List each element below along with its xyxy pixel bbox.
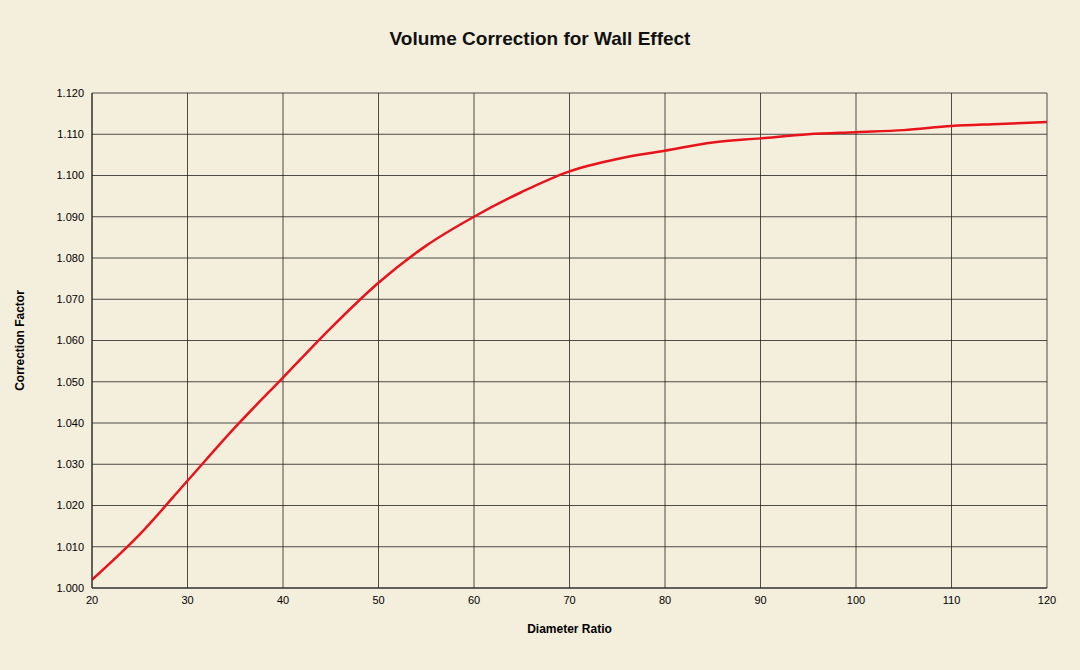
- svg-text:1.000: 1.000: [56, 582, 84, 594]
- svg-text:50: 50: [372, 594, 384, 606]
- svg-text:1.080: 1.080: [56, 252, 84, 264]
- svg-text:Correction Factor: Correction Factor: [13, 290, 27, 391]
- svg-text:1.100: 1.100: [56, 169, 84, 181]
- svg-text:110: 110: [943, 594, 961, 606]
- svg-text:90: 90: [754, 594, 766, 606]
- svg-text:60: 60: [468, 594, 480, 606]
- svg-text:80: 80: [659, 594, 671, 606]
- svg-text:120: 120: [1038, 594, 1056, 606]
- svg-text:1.010: 1.010: [56, 541, 84, 553]
- svg-text:1.110: 1.110: [57, 128, 84, 140]
- svg-text:70: 70: [563, 594, 575, 606]
- svg-text:Diameter Ratio: Diameter Ratio: [527, 622, 612, 636]
- svg-text:20: 20: [86, 594, 98, 606]
- svg-text:1.040: 1.040: [56, 417, 84, 429]
- svg-text:100: 100: [847, 594, 865, 606]
- svg-text:1.120: 1.120: [56, 87, 84, 99]
- html-text:Volume Correction for Wall Eff: Volume Correction for Wall Effect: [389, 28, 691, 49]
- svg-text:1.060: 1.060: [56, 334, 84, 346]
- svg-text:1.070: 1.070: [56, 293, 84, 305]
- svg-text:1.030: 1.030: [56, 458, 84, 470]
- svg-text:40: 40: [277, 594, 289, 606]
- svg-text:1.050: 1.050: [56, 376, 84, 388]
- svg-text:30: 30: [181, 594, 193, 606]
- svg-text:1.020: 1.020: [56, 499, 84, 511]
- svg-text:1.090: 1.090: [56, 211, 84, 223]
